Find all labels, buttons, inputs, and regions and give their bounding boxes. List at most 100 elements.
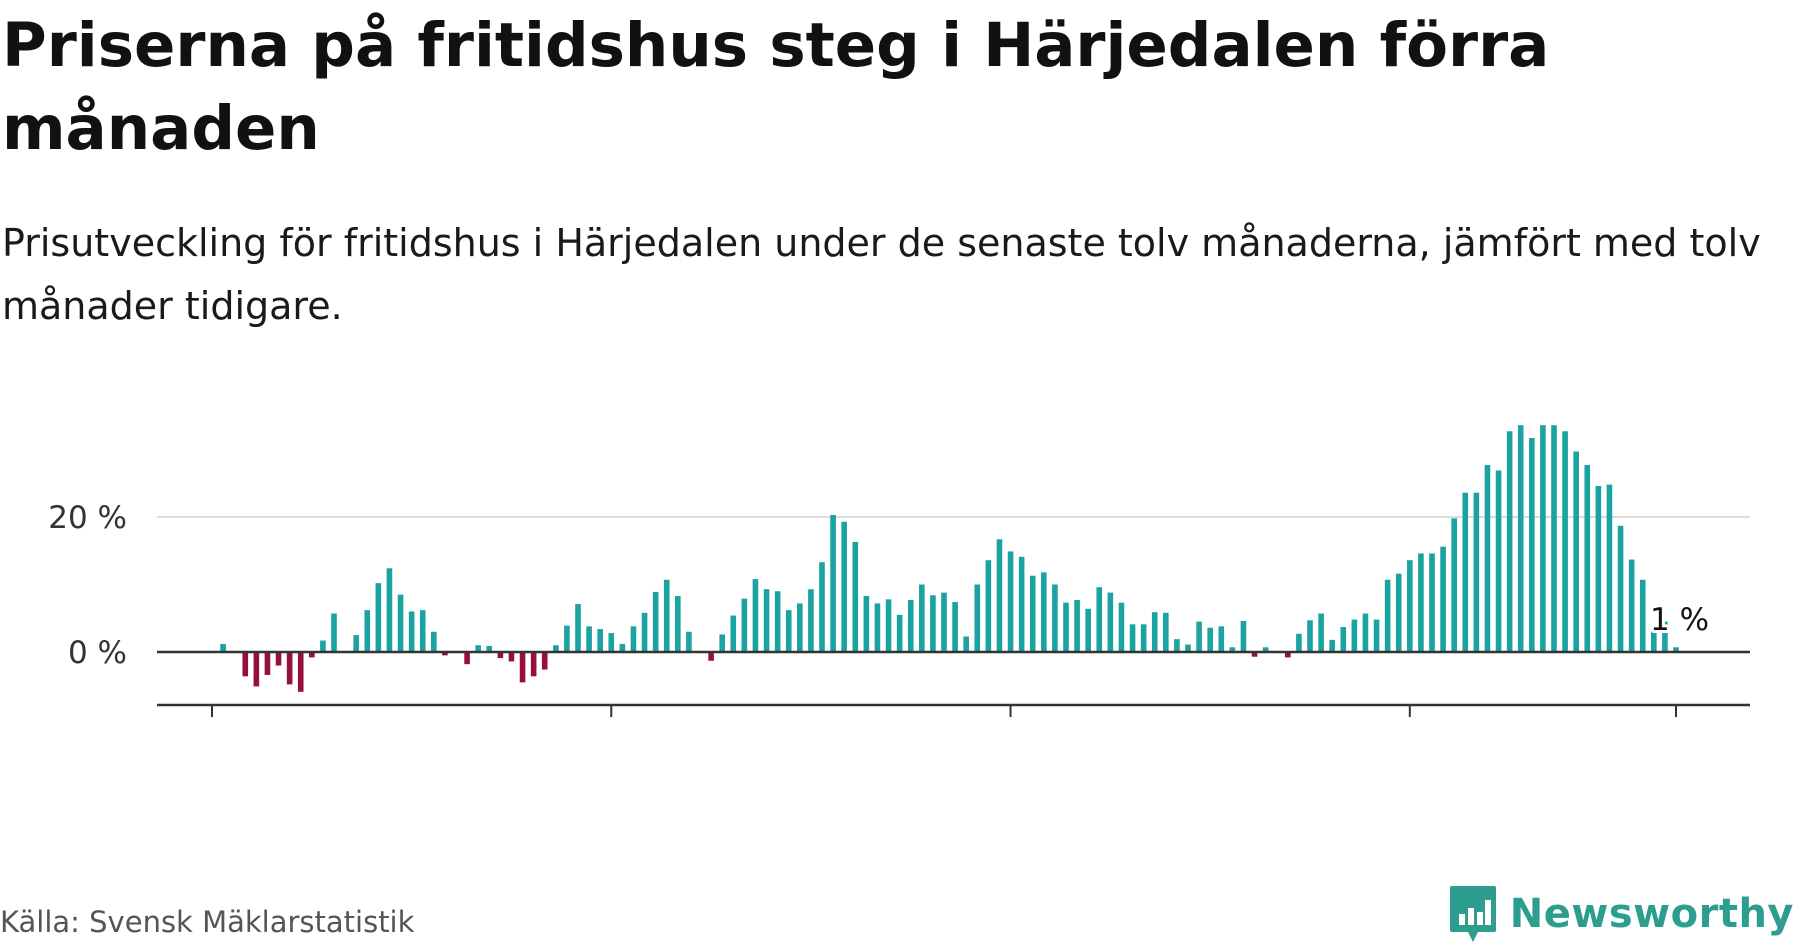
bar: [564, 625, 570, 652]
bar: [896, 614, 903, 653]
bar: [575, 604, 581, 652]
bar: [797, 603, 803, 652]
bar: [1007, 551, 1014, 652]
bar: [1052, 584, 1058, 652]
y-tick-label-1: 20 %: [48, 500, 127, 536]
bar: [652, 591, 659, 652]
bar: [1362, 613, 1369, 652]
bar: [1517, 425, 1524, 652]
bar: [974, 584, 981, 652]
bar: [952, 602, 958, 652]
bar: [286, 652, 293, 685]
bar: [264, 652, 271, 675]
bar: [1196, 621, 1202, 653]
bar: [1018, 556, 1025, 652]
bar: [1395, 573, 1402, 652]
bar: [1063, 602, 1069, 652]
bar: [919, 584, 925, 652]
bar: [1651, 629, 1657, 652]
brand-name: Newsworthy: [1509, 891, 1794, 937]
bar: [1285, 652, 1291, 658]
bar: [996, 539, 1003, 652]
bar: [475, 645, 481, 652]
bar: [1440, 546, 1446, 652]
bar: [930, 595, 936, 652]
bar: [1140, 624, 1147, 652]
bar: [275, 652, 282, 666]
bar: [852, 541, 859, 652]
bar: [1628, 559, 1635, 652]
bar: [1262, 647, 1269, 652]
bar: [220, 643, 226, 652]
bar: [1506, 431, 1513, 652]
bar: [309, 652, 315, 658]
newsworthy-logo-icon: [1449, 886, 1496, 942]
bar: [1584, 465, 1591, 652]
bar: [641, 612, 648, 652]
bar: [863, 595, 870, 652]
bar: [1240, 620, 1247, 652]
bar: [386, 568, 393, 652]
bar: [242, 652, 249, 677]
bar: [253, 652, 260, 687]
bar: [408, 611, 415, 652]
bar: [519, 652, 526, 683]
bar: [1085, 608, 1091, 652]
bar: [963, 636, 969, 652]
bar: [619, 643, 626, 652]
bar: [1174, 639, 1180, 652]
bar: [1529, 438, 1535, 652]
bar: [431, 631, 437, 652]
bar: [1606, 484, 1613, 652]
bar: [375, 583, 382, 652]
chart-subtitle: Prisutveckling för fritidshus i Härjedal…: [2, 221, 1761, 328]
bar: [442, 652, 448, 656]
bar: [819, 562, 825, 652]
bar: [1595, 485, 1602, 652]
bar: [1662, 621, 1668, 653]
bar: [586, 626, 592, 652]
bar: [874, 603, 881, 652]
bar: [1151, 612, 1158, 652]
bar-chart: 0 %20 %201220152018202120231 %: [48, 425, 1750, 717]
bar: [1451, 518, 1457, 652]
bar: [530, 652, 537, 677]
bar: [297, 652, 304, 692]
bar: [841, 521, 847, 652]
bar: [397, 594, 404, 653]
bar: [1562, 431, 1568, 652]
bar: [1096, 587, 1103, 652]
bar: [320, 640, 326, 652]
bar: [553, 645, 559, 652]
bar: [885, 599, 892, 652]
bar: [808, 589, 814, 652]
bar: [419, 610, 426, 652]
bar: [1207, 627, 1213, 652]
bar: [1296, 633, 1302, 652]
bar: [1673, 647, 1679, 652]
bar: [830, 514, 836, 652]
bar: [1495, 470, 1502, 652]
bar: [774, 591, 781, 652]
bar: [941, 592, 947, 652]
bar: [1573, 451, 1579, 652]
bar: [1229, 647, 1236, 652]
bar: [1185, 644, 1191, 652]
bar: [1107, 592, 1114, 652]
bar: [464, 652, 470, 665]
bar: [785, 610, 792, 652]
bar: [686, 631, 692, 652]
bar: [608, 633, 615, 652]
bar: [1074, 600, 1080, 652]
bar: [630, 626, 637, 652]
y-tick-label-0: 0 %: [68, 635, 127, 671]
bar: [508, 652, 515, 662]
bar: [1251, 652, 1258, 657]
bar: [1129, 624, 1136, 652]
bar: [1407, 560, 1413, 652]
latest-value-label: 1 %: [1650, 602, 1709, 638]
bar: [1418, 553, 1424, 652]
brand-logo[interactable]: Newsworthy: [1448, 884, 1794, 944]
bar: [541, 652, 548, 670]
bar: [1118, 602, 1125, 652]
